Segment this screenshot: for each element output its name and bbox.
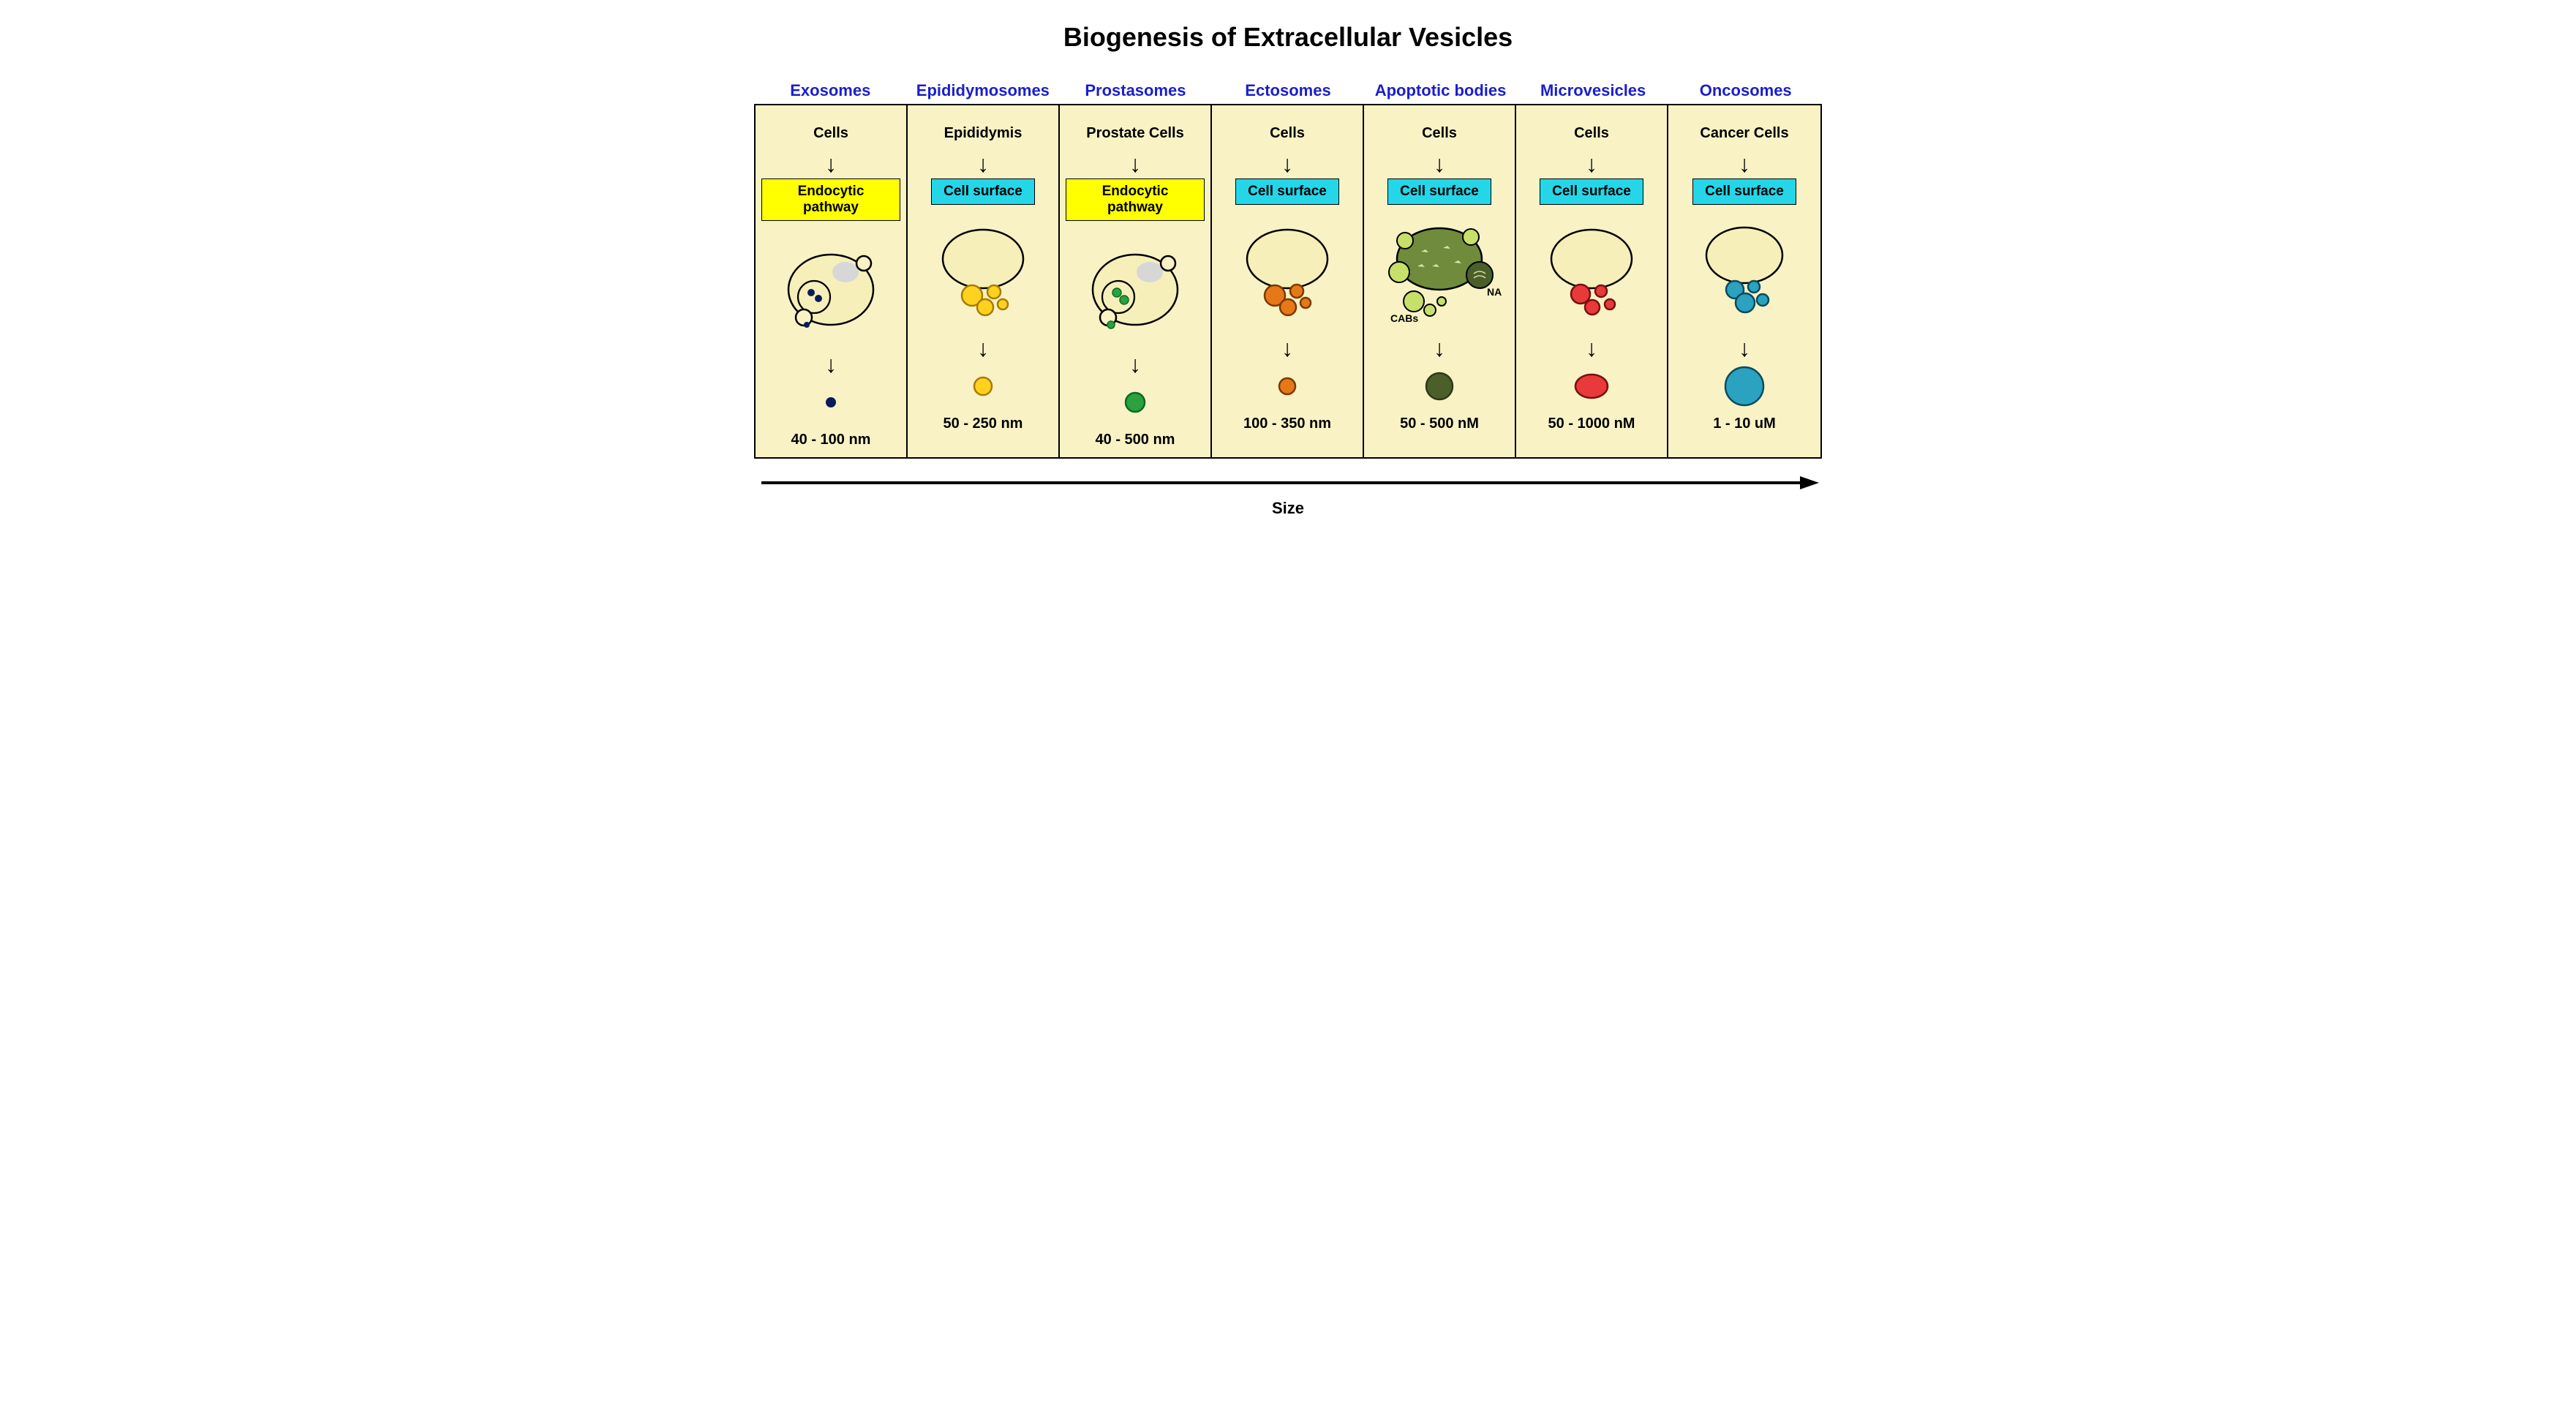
down-arrow-icon: ↓ — [1739, 152, 1750, 176]
size-label: 40 - 500 nm — [1096, 432, 1175, 448]
column-oncosomes: Cancer Cells ↓ Cell surface ↓ 1 - 10 uM — [1668, 105, 1820, 457]
cell-illustration-surface — [1529, 215, 1654, 332]
header-microvesicles: Microvesicles — [1517, 60, 1670, 99]
cell-illustration-endocytic — [1073, 231, 1197, 348]
column-ectosomes: Cells ↓ Cell surface ↓ 100 - 350 nm — [1212, 105, 1364, 457]
down-arrow-icon: ↓ — [1434, 152, 1445, 176]
result-vesicle — [1719, 364, 1770, 408]
result-vesicle — [1265, 364, 1309, 408]
main-title: Biogenesis of Extracellular Vesicles — [754, 22, 1822, 53]
header-oncosomes: Oncosomes — [1669, 60, 1822, 99]
down-arrow-icon: ↓ — [1129, 152, 1141, 176]
down-arrow-icon: ↓ — [1281, 152, 1293, 176]
size-axis-arrow — [754, 472, 1822, 497]
size-label: 50 - 250 nm — [944, 415, 1023, 432]
down-arrow-icon: ↓ — [977, 152, 989, 176]
column-microvesicles: Cells ↓ Cell surface ↓ 50 - 1000 nM — [1516, 105, 1668, 457]
down-arrow-icon: ↓ — [1739, 336, 1750, 360]
column-exosomes: Cells ↓ Endocytic pathway ↓ 40 - 100 nm — [756, 105, 908, 457]
down-arrow-icon: ↓ — [1281, 336, 1293, 360]
source-label: Cancer Cells — [1700, 116, 1788, 151]
result-vesicle — [1113, 380, 1157, 424]
header-epididymosomes: Epididymosomes — [907, 60, 1060, 99]
cell-illustration-endocytic — [769, 231, 893, 348]
source-label: Cells — [1270, 116, 1305, 151]
header-apoptotic: Apoptotic bodies — [1364, 60, 1517, 99]
source-label: Prostate Cells — [1086, 116, 1183, 151]
cell-illustration-surface — [1225, 215, 1349, 332]
size-label: 50 - 1000 nM — [1548, 415, 1635, 432]
pathway-box: Cell surface — [1540, 178, 1643, 205]
size-label: 40 - 100 nm — [791, 432, 871, 448]
result-vesicle — [961, 364, 1005, 408]
nab-label: NABs — [1487, 286, 1502, 298]
down-arrow-icon: ↓ — [977, 336, 989, 360]
header-exosomes: Exosomes — [754, 60, 907, 99]
source-label: Cells — [1574, 116, 1609, 151]
cell-illustration-apoptotic: NABs CABs — [1377, 215, 1502, 332]
pathway-box: Endocytic pathway — [761, 178, 900, 221]
result-vesicle — [809, 380, 853, 424]
result-vesicle — [1566, 364, 1617, 408]
pathway-box: Endocytic pathway — [1066, 178, 1205, 221]
size-axis-label: Size — [754, 499, 1822, 518]
result-vesicle — [1417, 364, 1461, 408]
down-arrow-icon: ↓ — [1129, 353, 1141, 376]
header-prostasomes: Prostasomes — [1059, 60, 1212, 99]
source-label: Cells — [1422, 116, 1457, 151]
pathway-box: Cell surface — [1387, 178, 1491, 205]
down-arrow-icon: ↓ — [1434, 336, 1445, 360]
cell-illustration-surface — [1682, 215, 1807, 332]
diagram-root: Biogenesis of Extracellular Vesicles Exo… — [754, 22, 1822, 518]
column-apoptotic: Cells ↓ Cell surface NABs — [1364, 105, 1516, 457]
size-label: 1 - 10 uM — [1713, 415, 1776, 432]
cab-label: CABs — [1390, 312, 1418, 324]
size-label: 100 - 350 nm — [1243, 415, 1331, 432]
header-ectosomes: Ectosomes — [1212, 60, 1365, 99]
size-label: 50 - 500 nM — [1400, 415, 1479, 432]
column-prostasomes: Prostate Cells ↓ Endocytic pathway ↓ 40 … — [1060, 105, 1212, 457]
down-arrow-icon: ↓ — [1586, 336, 1597, 360]
panel-grid: Cells ↓ Endocytic pathway ↓ 40 - 100 nm — [754, 104, 1822, 459]
pathway-box: Cell surface — [1692, 178, 1796, 205]
source-label: Cells — [813, 116, 848, 151]
column-epididymosomes: Epididymis ↓ Cell surface ↓ 50 - 250 nm — [908, 105, 1060, 457]
pathway-box: Cell surface — [931, 178, 1035, 205]
down-arrow-icon: ↓ — [1586, 152, 1597, 176]
cell-illustration-surface — [921, 215, 1045, 332]
source-label: Epididymis — [944, 116, 1023, 151]
column-headers: Exosomes Epididymosomes Prostasomes Ecto… — [754, 60, 1822, 99]
pathway-box: Cell surface — [1235, 178, 1339, 205]
down-arrow-icon: ↓ — [825, 353, 837, 376]
down-arrow-icon: ↓ — [825, 152, 837, 176]
